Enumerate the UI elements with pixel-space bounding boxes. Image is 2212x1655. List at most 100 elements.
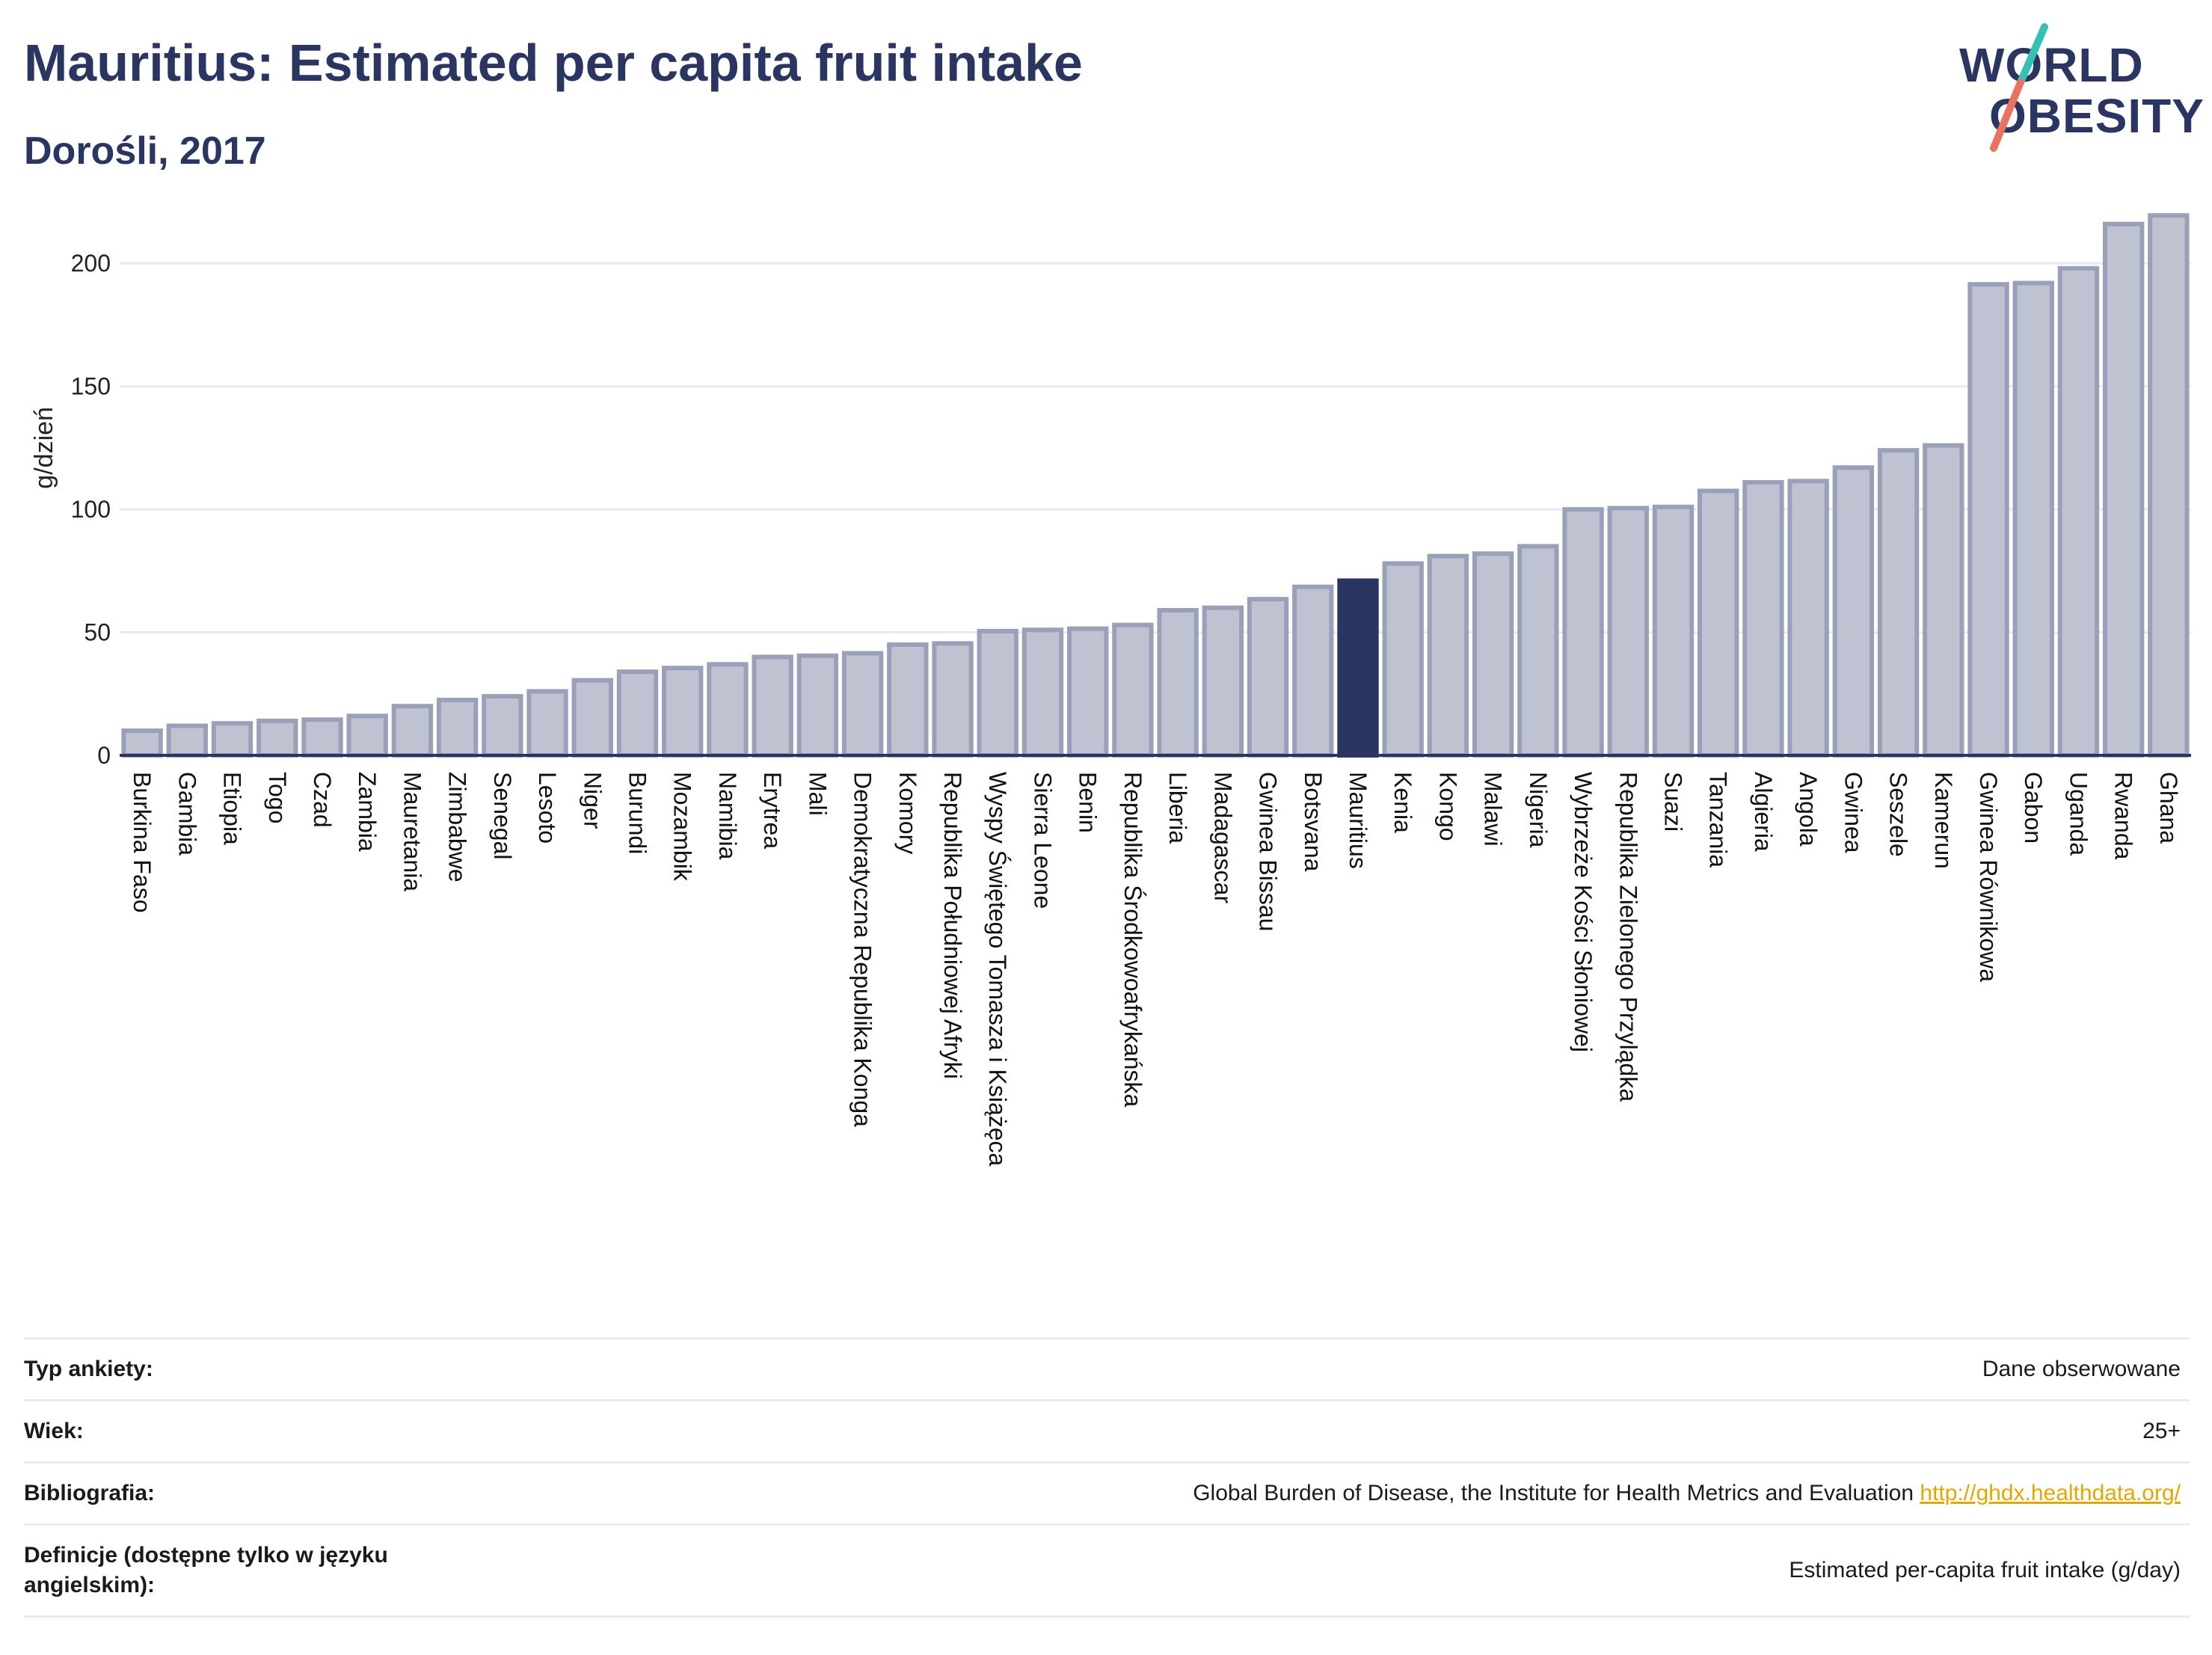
bar [1292,584,1334,758]
bar [391,704,434,758]
info-value: 25+ [2142,1419,2181,1443]
x-tick-label: Wyspy Świętego Tomasza i Książęca [984,772,1011,1167]
logo-text-line1: WORLD [1959,38,2144,92]
x-tick-label: Kongo [1434,772,1461,841]
x-tick-label: Seszele [1885,772,1912,857]
bar [1517,544,1559,758]
info-label: Typ ankiety: [24,1357,153,1381]
chart-title: Mauritius: Estimated per capita fruit in… [24,34,1083,92]
bar [1157,607,1199,758]
x-tick-label: Wybrzeże Kości Słoniowej [1570,772,1597,1052]
x-tick-label: Botsvana [1300,772,1327,872]
info-label: Wiek: [24,1419,84,1443]
bar [2148,213,2190,758]
bar [1787,479,1829,758]
x-tick-label: Etiopia [219,772,246,845]
info-row-definitions: Definicje (dostępne tylko w języku angie… [24,1524,2190,1617]
world-obesity-logo[interactable]: WORLD OBESITY [1952,21,2204,156]
chart-subtitle: Dorośli, 2017 [24,129,266,173]
x-tick-label: Lesoto [534,772,561,844]
logo-slash-icon [1990,23,2048,152]
y-tick-label: 200 [71,250,111,277]
x-tick-label: Burundi [624,772,651,854]
x-tick-label: Namibia [714,772,741,860]
x-tick-label: Rwanda [2110,772,2137,860]
bar [1698,488,1739,758]
x-tick-label: Nigeria [1525,772,1552,848]
x-tick-label: Tanzania [1705,772,1732,868]
x-tick-label: Ghana [2155,772,2182,844]
x-tick-label: Liberia [1164,772,1191,844]
x-tick-label: Sierra Leone [1029,772,1056,909]
bar [256,718,298,758]
x-tick-label: Gabon [2020,772,2047,844]
bar [2012,280,2054,758]
bar [1112,622,1154,758]
info-label: Bibliografia: [24,1481,156,1505]
bar [482,694,523,758]
x-tick-label: Suazi [1660,772,1687,832]
y-tick-label: 50 [84,619,111,646]
y-axis-label: g/dzień [30,407,58,489]
x-tick-label: Angola [1795,772,1822,847]
x-tick-label: Demokratyczna Republika Konga [850,772,876,1127]
x-tick-label: Republika Środkowoafrykańska [1119,772,1146,1107]
bar-highlight [1337,578,1379,758]
x-tick-label: Republika Zielonego Przylądka [1615,772,1641,1102]
bar [1382,561,1424,758]
info-value: Global Burden of Disease, the Institute … [1193,1481,1914,1505]
bar [121,728,163,758]
info-row-survey-type: Typ ankiety: Dane obserwowane [24,1338,2190,1401]
x-tick-label: Gambia [173,772,200,856]
bar [301,717,343,758]
y-tick-label: 0 [97,742,111,769]
x-tick-label: Madagascar [1209,772,1236,903]
x-tick-label: Gwinea Równikowa [1975,772,2002,982]
bar [752,654,793,758]
bar [2102,221,2145,758]
x-tick-label: Niger [579,772,606,829]
info-table: Typ ankiety: Dane obserwowane Wiek: 25+ … [24,1337,2190,1618]
x-tick-label: Algieria [1750,772,1777,852]
bar [1877,448,1920,758]
bar [1742,479,1784,758]
x-tick-label: Erytrea [759,772,786,849]
x-tick-label: Senegal [489,772,516,859]
x-tick-label: Gwinea [1840,772,1867,853]
bar [1652,504,1695,758]
bar [796,653,839,758]
x-tick-label: Togo [264,772,291,823]
x-tick-label: Burkina Faso [129,772,156,913]
info-value: Estimated per-capita fruit intake (g/day… [1789,1558,2181,1582]
x-tick-label: Zimbabwe [444,772,471,882]
x-tick-label: Mali [804,772,831,816]
y-tick-label: 150 [71,373,111,400]
info-value: Dane obserwowane [1982,1357,2181,1381]
bar [436,698,479,758]
bar [1923,443,1964,758]
bar [1066,626,1109,758]
bar [526,689,568,758]
x-tick-label: Benin [1075,772,1102,833]
x-tick-label: Mozambik [669,772,696,882]
bar [1562,507,1604,758]
bar [571,678,613,758]
info-value-with-link: Global Burden of Disease, the Institute … [503,1463,2190,1525]
x-tick-label: Komory [894,772,921,854]
bar-chart: 0 50 100 150 200 g/dzień Burkina Faso Gambia Eti… [30,213,2191,1167]
bar [977,628,1019,758]
x-tick-label: Kenia [1389,772,1416,833]
info-label: Definicje (dostępne tylko w języku angie… [24,1543,388,1597]
info-row-bibliography: Bibliografia: Global Burden of Disease, … [24,1462,2190,1525]
source-link[interactable]: http://ghdx.healthdata.org/ [1920,1481,2181,1505]
bar [841,651,884,758]
info-row-age: Wiek: 25+ [24,1400,2190,1463]
bar [1202,605,1244,758]
bar [1021,627,1064,758]
x-tick-label: Zambia [354,772,381,852]
bar [616,669,659,758]
bar [1427,553,1469,758]
bar [662,666,704,758]
x-tick-label: Gwinea Bissau [1255,772,1282,931]
x-tick-label: Mauritius [1345,772,1371,869]
